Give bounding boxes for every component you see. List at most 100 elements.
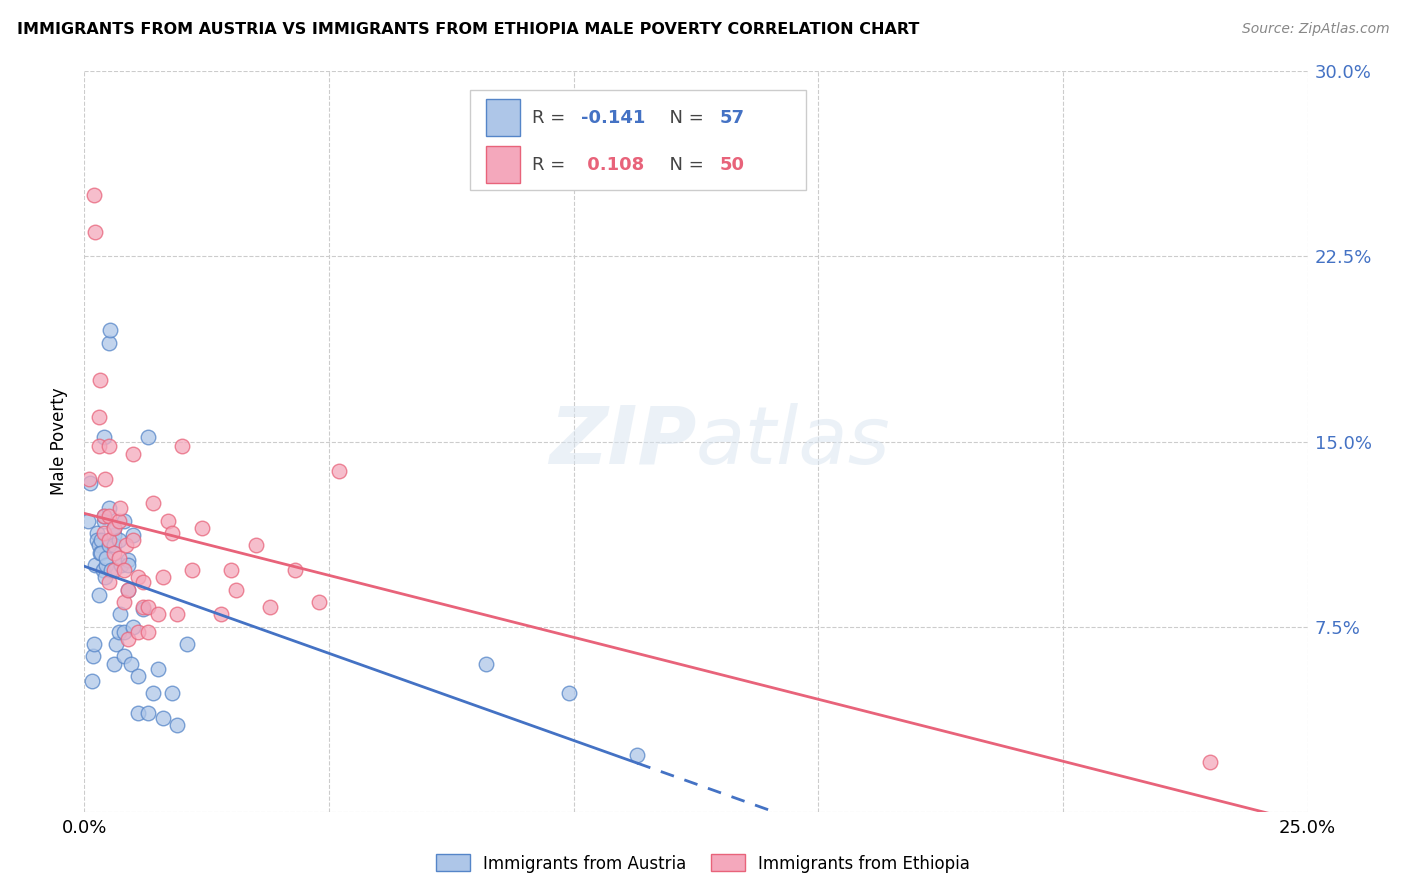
Point	[127, 706, 149, 720]
Point	[219, 563, 242, 577]
Text: -0.141: -0.141	[581, 109, 645, 127]
Point	[120, 657, 142, 671]
Point	[146, 607, 169, 622]
Point	[93, 525, 115, 540]
Point	[82, 649, 104, 664]
Point	[136, 429, 159, 443]
Text: N =: N =	[658, 156, 710, 174]
Point	[152, 570, 174, 584]
Point	[172, 440, 194, 454]
Point	[191, 521, 214, 535]
Point	[328, 464, 350, 478]
Point	[83, 637, 105, 651]
Point	[181, 563, 204, 577]
Text: 50: 50	[720, 156, 744, 174]
Point	[97, 538, 120, 552]
Point	[83, 187, 105, 202]
Point	[89, 546, 111, 560]
Point	[108, 501, 131, 516]
Point	[152, 711, 174, 725]
Point	[112, 649, 135, 664]
Point	[93, 508, 115, 523]
Point	[94, 570, 117, 584]
Point	[115, 538, 138, 552]
Point	[626, 747, 648, 762]
Bar	[485, 146, 520, 184]
Point	[90, 546, 112, 560]
Point	[98, 324, 121, 338]
Point	[162, 525, 184, 540]
Point	[136, 706, 159, 720]
Point	[96, 558, 118, 572]
Point	[87, 538, 110, 552]
Point	[87, 440, 110, 454]
Point	[108, 607, 131, 622]
Point	[103, 546, 125, 560]
Point	[558, 686, 581, 700]
Point	[80, 673, 103, 688]
Text: ZIP: ZIP	[548, 402, 696, 481]
Point	[93, 429, 115, 443]
Point	[114, 624, 136, 639]
Point	[97, 508, 120, 523]
Point	[117, 582, 139, 597]
Point	[107, 514, 129, 528]
Point	[117, 553, 139, 567]
Text: R =: R =	[531, 156, 571, 174]
Point	[97, 335, 120, 350]
Point	[209, 607, 232, 622]
Bar	[470, 90, 806, 190]
Point	[112, 514, 135, 528]
Point	[112, 563, 135, 577]
Point	[93, 514, 115, 528]
Point	[166, 607, 188, 622]
Point	[176, 637, 198, 651]
Point	[89, 373, 111, 387]
Point	[79, 476, 101, 491]
Point	[94, 471, 117, 485]
Point	[122, 619, 145, 633]
Bar	[485, 99, 520, 136]
Point	[122, 533, 145, 548]
Point	[84, 558, 107, 572]
Point	[259, 599, 281, 614]
Point	[142, 686, 165, 700]
Point	[97, 440, 120, 454]
Point	[225, 582, 247, 597]
Point	[127, 570, 149, 584]
Point	[84, 225, 107, 239]
Point	[117, 582, 139, 597]
Text: R =: R =	[531, 109, 571, 127]
Point	[1198, 756, 1220, 770]
Point	[142, 496, 165, 510]
Point	[100, 563, 122, 577]
Y-axis label: Male Poverty: Male Poverty	[51, 388, 69, 495]
Point	[127, 624, 149, 639]
Point	[132, 602, 155, 616]
Point	[107, 550, 129, 565]
Point	[474, 657, 496, 671]
Point	[146, 662, 169, 676]
Point	[136, 624, 159, 639]
Text: atlas: atlas	[696, 402, 891, 481]
Point	[96, 550, 118, 565]
Point	[162, 686, 184, 700]
Point	[156, 514, 179, 528]
Point	[97, 501, 120, 516]
Point	[122, 447, 145, 461]
Point	[103, 538, 125, 552]
Point	[132, 575, 155, 590]
Point	[136, 599, 159, 614]
Point	[103, 521, 125, 535]
Point	[245, 538, 267, 552]
Point	[103, 563, 125, 577]
Point	[132, 599, 155, 614]
Point	[105, 637, 128, 651]
Point	[90, 533, 112, 548]
Text: 57: 57	[720, 109, 744, 127]
Point	[284, 563, 307, 577]
Point	[87, 409, 110, 424]
Point	[107, 533, 129, 548]
Point	[122, 528, 145, 542]
Text: Source: ZipAtlas.com: Source: ZipAtlas.com	[1241, 22, 1389, 37]
